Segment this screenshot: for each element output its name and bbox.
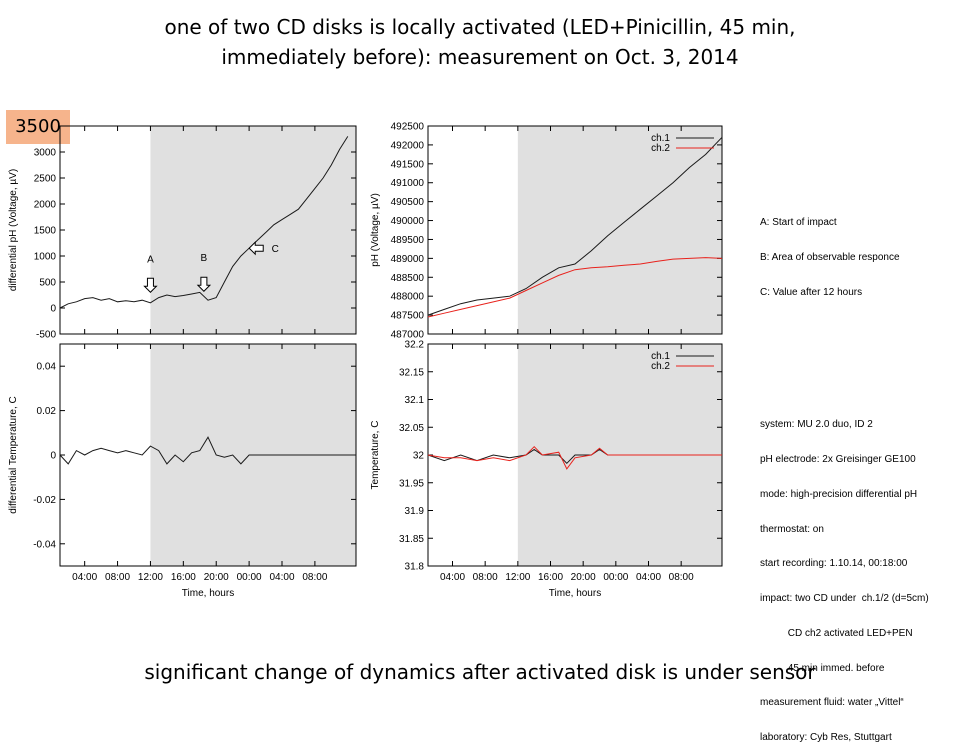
y-tick-label: 0.04 <box>37 362 57 373</box>
impact-notes: A: Start of impact B: Area of observable… <box>760 194 900 310</box>
y-tick-label: 487000 <box>391 330 425 341</box>
y-tick-label: 0 <box>50 304 56 315</box>
x-tick-label: 12:00 <box>138 572 163 583</box>
y-tick-label: 2000 <box>34 200 57 211</box>
series-line-ch2 <box>427 257 723 318</box>
x-tick-label: 08:00 <box>302 572 327 583</box>
y-tick-label: 491500 <box>391 159 425 170</box>
annotation-label: A <box>147 254 154 265</box>
y-tick-label: 487500 <box>391 311 425 322</box>
sys-line: start recording: 1.10.14, 00:18:00 <box>760 558 908 570</box>
x-tick-label: 16:00 <box>171 572 196 583</box>
chart-bottom-right: 32.2 32.15 32.1 32.05 32 31.95 31.9 31.85 31.8 04… <box>370 340 723 599</box>
y-tick-label: 32.05 <box>399 423 424 434</box>
series-line-ch2 <box>427 445 722 470</box>
y-axis-label: pH (Voltage, µV) <box>370 193 381 267</box>
annotation-arrow <box>196 276 212 292</box>
x-axis-label: Time, hours <box>182 588 234 599</box>
y-tick-label: 0 <box>50 451 56 462</box>
series-line-ch1 <box>427 136 723 316</box>
sys-line: thermostat: on <box>760 523 824 535</box>
x-tick-label: 04:00 <box>269 572 294 583</box>
title-line-1: one of two CD disks is locally activated… <box>164 15 796 39</box>
x-tick-label: 08:00 <box>473 572 498 583</box>
note-c: C: Value after 12 hours <box>760 286 863 298</box>
y-tick-label: 32.1 <box>405 395 425 406</box>
legend-label: ch.2 <box>651 361 670 372</box>
bottom-caption: significant change of dynamics after act… <box>144 660 816 684</box>
y-tick-label: -500 <box>36 330 56 341</box>
sys-line: impact: two CD under ch.1/2 (d=5cm) <box>760 593 929 605</box>
sys-line: pH electrode: 2x Greisinger GE100 <box>760 453 916 465</box>
x-tick-label: 04:00 <box>636 572 661 583</box>
y-tick-label: 31.85 <box>399 534 424 545</box>
y-axis-label: Temperature, C <box>370 421 381 490</box>
y-tick-label: 32.2 <box>405 340 425 351</box>
y-tick-label: 31.9 <box>405 506 425 517</box>
y-axis-label: differential pH (Voltage, µV) <box>8 169 19 291</box>
chart-top-left: -500 0 500 1000 1500 2000 2500 3000 differential… <box>8 125 357 341</box>
y-tick-label: 491000 <box>391 178 425 189</box>
y-tick-label: 31.8 <box>405 562 425 573</box>
annotation-arrow <box>248 240 264 256</box>
x-tick-label: 00:00 <box>603 572 628 583</box>
y-tick-label: 31.95 <box>399 478 424 489</box>
annotation-arrow <box>143 277 158 293</box>
sys-line: mode: high-precision differential pH <box>760 488 918 500</box>
sys-line: system: MU 2.0 duo, ID 2 <box>760 419 873 431</box>
y-tick-label: 3000 <box>34 148 57 159</box>
x-tick-label: 12:00 <box>505 572 530 583</box>
y-tick-label: 1000 <box>34 252 57 263</box>
legend-label: ch.1 <box>651 351 670 362</box>
y-tick-label: 490000 <box>391 216 425 227</box>
charts-canvas: -500 0 500 1000 1500 2000 2500 3000 differential… <box>8 122 723 599</box>
chart-bottom-left: 0.04 0.02 0 -0.02 -0.04 04:00 08:00 12:00 16:00 2… <box>8 343 357 599</box>
shaded-region <box>517 126 722 334</box>
legend-label: ch.2 <box>651 143 670 154</box>
y-tick-label: -0.02 <box>33 495 56 506</box>
sys-line: 45 min immed. before <box>760 662 885 674</box>
x-axis-label: Time, hours <box>549 588 601 599</box>
y-tick-label: 32.15 <box>399 367 424 378</box>
series-line-main <box>59 436 356 465</box>
x-tick-label: 04:00 <box>440 572 465 583</box>
y-axis-label: differential Temperature, C <box>8 396 19 513</box>
y-tick-label: -0.04 <box>33 539 56 550</box>
y-tick-label: 492000 <box>391 140 425 151</box>
sys-line: laboratory: Cyb Res, Stuttgart <box>760 732 892 744</box>
x-tick-label: 20:00 <box>571 572 596 583</box>
value-badge: 3500 <box>6 110 70 144</box>
x-tick-label: 04:00 <box>72 572 97 583</box>
y-tick-label: 488500 <box>391 273 425 284</box>
sys-line: CD ch2 activated LED+PEN <box>760 627 913 639</box>
annotation-label: C <box>272 244 279 255</box>
note-b: B: Area of observable responce <box>760 251 900 263</box>
y-tick-label: 2500 <box>34 174 57 185</box>
y-tick-label: 32 <box>413 451 425 462</box>
y-tick-label: 490500 <box>391 197 425 208</box>
plot-frame <box>427 125 723 335</box>
series-line-main <box>59 136 349 309</box>
y-tick-label: 1500 <box>34 226 57 237</box>
page-title: one of two CD disks is locally activated… <box>0 12 960 72</box>
annotation-label: B <box>201 253 208 264</box>
system-notes: system: MU 2.0 duo, ID 2 pH electrode: 2… <box>760 396 929 755</box>
legend-label: ch.1 <box>651 133 670 144</box>
title-line-2: immediately before): measurement on Oct.… <box>221 45 739 69</box>
x-tick-label: 16:00 <box>538 572 563 583</box>
shaded-region <box>150 126 356 334</box>
y-tick-label: 492500 <box>391 122 425 133</box>
x-tick-label: 20:00 <box>204 572 229 583</box>
y-tick-label: 488000 <box>391 292 425 303</box>
y-tick-label: 500 <box>39 278 56 289</box>
note-a: A: Start of impact <box>760 217 837 229</box>
x-tick-label: 00:00 <box>237 572 262 583</box>
y-tick-label: 489500 <box>391 235 425 246</box>
chart-top-right: 487000 487500 488000 488500 489000 489500 4900… <box>370 122 723 341</box>
y-tick-label: 0.02 <box>37 406 57 417</box>
x-tick-label: 08:00 <box>669 572 694 583</box>
y-tick-label: 489000 <box>391 254 425 265</box>
x-tick-label: 08:00 <box>105 572 130 583</box>
sys-line: measurement fluid: water „Vittel“ <box>760 697 904 709</box>
